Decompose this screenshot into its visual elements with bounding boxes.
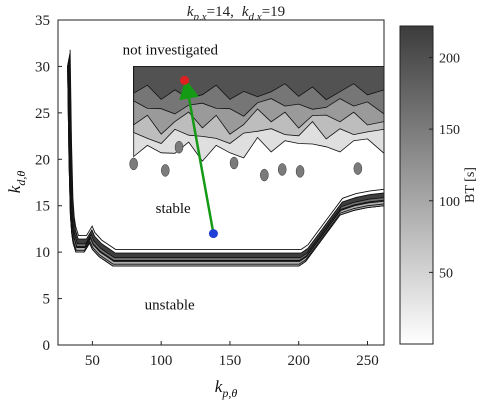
y-tick-label: 25 — [35, 106, 50, 122]
region-label: not investigated — [123, 42, 219, 58]
y-tick-label: 5 — [43, 292, 51, 308]
y-tick-label: 15 — [35, 199, 50, 215]
colorbar-gradient — [399, 25, 434, 345]
y-axis: 0 5 10 15 20 25 30 35 — [35, 13, 62, 354]
markers — [179, 75, 218, 239]
x-tick-label: 150 — [219, 353, 242, 369]
contour-island-2 — [229, 156, 239, 170]
y-tick-label: 20 — [35, 152, 50, 168]
y-axis-label: kd,θ — [5, 171, 28, 194]
contour-island-1 — [161, 164, 170, 177]
stability-contour-line-1 — [68, 60, 384, 261]
contour-island-3 — [277, 163, 287, 176]
plot-frame — [57, 19, 385, 346]
end-point — [180, 75, 190, 85]
y-tick-label: 30 — [35, 59, 50, 75]
x-tick-label: 100 — [150, 353, 173, 369]
y-tick-label: 10 — [35, 245, 50, 261]
contour-island-5 — [353, 162, 363, 175]
colorbar-tick-label: 200 — [439, 52, 460, 67]
contour-island-0 — [174, 140, 184, 154]
colorbar-label: BT [s] — [463, 167, 478, 203]
x-tick-label: 200 — [287, 353, 310, 369]
colorbar-tick-label: 100 — [439, 195, 460, 210]
x-tick-label: 50 — [85, 353, 100, 369]
tuning-arrow — [179, 78, 215, 234]
x-axis-label: kp,θ — [215, 377, 238, 400]
region-label: unstable — [145, 298, 195, 314]
annotations: not investigated stable unstable — [123, 42, 219, 313]
stability-contour-line-0 — [67, 64, 384, 265]
x-axis: 50 100 150 200 250 — [85, 341, 379, 369]
contour-island-7 — [129, 157, 138, 171]
colorbar-ticks: 50 100 150 200 — [429, 52, 460, 281]
stability-contour-line-2 — [69, 49, 384, 250]
y-tick-label: 35 — [35, 13, 50, 29]
colorbar: 50 100 150 200 BT [s] — [399, 25, 478, 345]
y-tick-label: 0 — [43, 338, 51, 354]
contour-island-6 — [260, 168, 269, 182]
x-tick-label: 250 — [356, 353, 379, 369]
colorbar-tick-label: 50 — [439, 266, 453, 281]
colorbar-tick-label: 150 — [439, 123, 460, 138]
contour-island-4 — [295, 165, 305, 178]
region-label: stable — [156, 201, 191, 217]
stability-band-2 — [67, 61, 384, 267]
start-point — [208, 229, 218, 239]
plot-area: 50 100 150 200 250 0 5 10 15 20 25 30 35 not invest… — [35, 13, 385, 369]
